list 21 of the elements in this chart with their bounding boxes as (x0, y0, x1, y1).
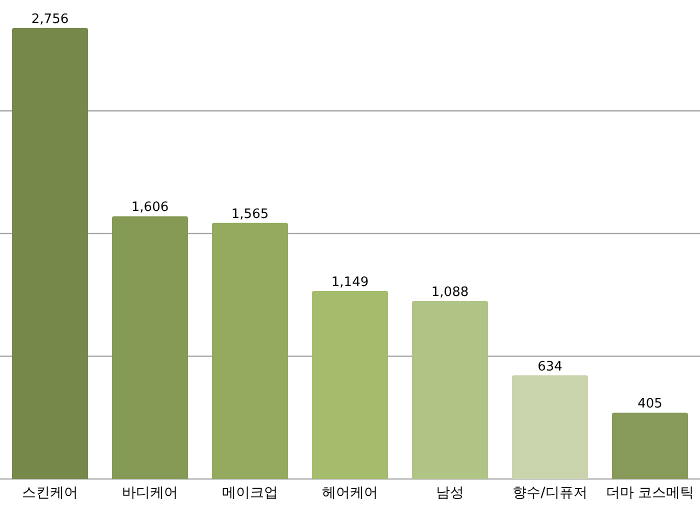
bar (212, 222, 288, 479)
bar (512, 375, 588, 479)
x-tick-label: 메이크업 (222, 484, 278, 501)
x-tick-label: 헤어케어 (322, 484, 378, 501)
bar (412, 300, 488, 479)
bar (112, 216, 188, 479)
bar (312, 290, 388, 479)
data-label: 1,565 (231, 206, 269, 222)
data-label: 2,756 (31, 12, 69, 27)
x-tick-label: 더마 코스메틱 (606, 484, 694, 501)
data-label: 634 (538, 359, 562, 374)
x-tick-label: 향수/디퓨저 (512, 484, 588, 501)
data-label: 1,088 (431, 284, 469, 300)
data-label: 405 (638, 396, 662, 412)
x-tick-label: 스킨케어 (22, 484, 78, 501)
bar (612, 412, 688, 479)
x-tick-label: 바디케어 (122, 484, 178, 501)
data-label: 1,149 (331, 274, 369, 290)
bar (12, 28, 88, 479)
x-tick-label: 남성 (436, 484, 464, 501)
data-label: 1,606 (131, 200, 169, 216)
